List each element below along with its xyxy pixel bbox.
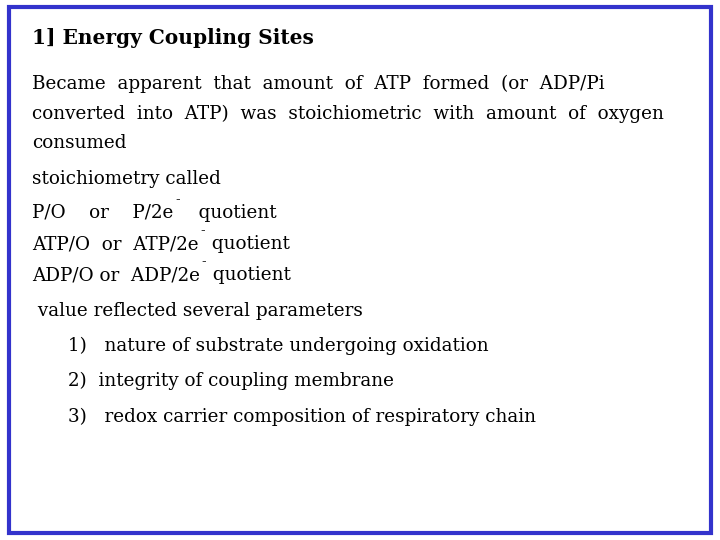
Text: -: - [200,224,205,237]
Text: -: - [200,224,205,237]
Text: 2)  integrity of coupling membrane: 2) integrity of coupling membrane [68,372,395,390]
Text: quotient: quotient [181,204,276,222]
Text: ATP/O  or  ATP/2e: ATP/O or ATP/2e [32,235,199,253]
Text: -: - [202,255,207,268]
Text: converted  into  ATP)  was  stoichiometric  with  amount  of  oxygen: converted into ATP) was stoichiometric w… [32,104,665,123]
Text: -: - [175,193,180,206]
Text: stoichiometry called: stoichiometry called [32,170,221,188]
Text: 3)   redox carrier composition of respiratory chain: 3) redox carrier composition of respirat… [68,408,536,426]
Text: value reflected several parameters: value reflected several parameters [32,301,364,320]
Text: consumed: consumed [32,134,127,152]
FancyBboxPatch shape [9,7,711,533]
Text: 1)   nature of substrate undergoing oxidation: 1) nature of substrate undergoing oxidat… [68,336,489,355]
Text: 1] Energy Coupling Sites: 1] Energy Coupling Sites [32,28,314,48]
Text: P/O    or    P/2e: P/O or P/2e [32,204,174,222]
Text: quotient: quotient [207,266,291,285]
Text: Became  apparent  that  amount  of  ATP  formed  (or  ADP/Pi: Became apparent that amount of ATP forme… [32,75,605,93]
Text: -: - [175,193,180,206]
Text: ADP/O or  ADP/2e: ADP/O or ADP/2e [32,266,200,285]
Text: -: - [202,255,207,268]
Text: quotient: quotient [206,235,289,253]
